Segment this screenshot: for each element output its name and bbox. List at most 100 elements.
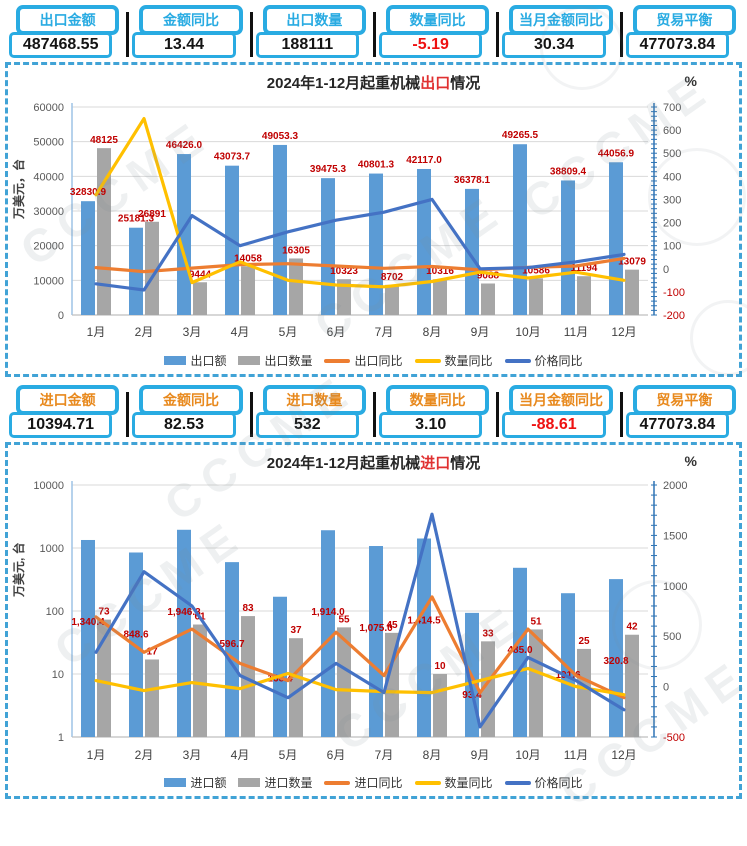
right-axis-tick-label: 2000 (663, 480, 687, 492)
data-label: 1,075.0 (359, 623, 393, 634)
import-title-prefix: 2024年1-12月起重机械 (266, 455, 421, 472)
bar-出口额 (609, 162, 623, 315)
bar-进口额 (561, 593, 575, 737)
export-chart-legend: 出口额 出口数量 出口同比 数量同比 价格同比 (8, 352, 739, 369)
export-chart-panel: 2024年1-12月起重机械出口情况 % 0 10000 20000 30000 400… (5, 62, 742, 377)
kpi-value: 10394.71 (9, 412, 113, 438)
data-label: 9444 (189, 269, 212, 280)
data-label: 48125 (90, 135, 118, 146)
left-axis-title: 万美元，台 (11, 159, 26, 220)
data-label: 1,946.3 (167, 607, 201, 618)
left-axis-tick-label: 100 (46, 606, 64, 618)
import-title-suffix: 情况 (450, 455, 481, 472)
line-价格同比 (94, 512, 626, 729)
legend-line-swatch (414, 780, 441, 785)
data-label: 596.7 (219, 639, 244, 650)
legend-label: 价格同比 (534, 776, 583, 790)
import-kpis-box-5: 贸易平衡 477073.84 (625, 385, 738, 438)
legend-label: 进口同比 (354, 776, 403, 790)
legend-item-进口同比: 进口同比 (324, 774, 403, 791)
data-label: 26891 (138, 209, 166, 220)
legend-bar-swatch (164, 356, 187, 365)
import-kpi-row: 进口金额 10394.71 金额同比 82.53 进口数量 532 数量同比 3.10 当月金额… (0, 380, 747, 441)
x-axis-label: 10月 (515, 325, 540, 339)
kpi-label: 贸易平衡 (632, 385, 736, 415)
left-axis-tick-label: 60000 (33, 102, 64, 114)
legend-bar-swatch (164, 778, 187, 787)
left-axis-tick-label: 40000 (33, 171, 64, 183)
bar-出口数量 (481, 283, 495, 315)
import-right-axis-title: % (684, 453, 697, 469)
bar-进口数量 (193, 624, 207, 737)
left-axis-title: 万美元, 台 (11, 542, 26, 598)
kpi-value: 13.44 (132, 32, 236, 58)
right-axis-tick-label: 100 (663, 241, 681, 253)
kpi-label: 金额同比 (139, 385, 243, 415)
data-label: 17 (146, 646, 158, 657)
left-axis-tick-label: 20000 (33, 241, 64, 253)
x-axis-label: 8月 (423, 748, 442, 762)
right-axis-tick-label: 700 (663, 102, 681, 114)
kpi-label: 出口数量 (262, 5, 366, 35)
import-kpis-box-0: 进口金额 10394.71 (9, 385, 130, 438)
data-label: 49053.3 (262, 131, 299, 142)
import-kpis-box-3: 数量同比 3.10 (379, 385, 500, 438)
x-axis-label: 4月 (231, 325, 250, 339)
data-label: 37 (290, 625, 302, 636)
x-axis-label: 12月 (611, 325, 636, 339)
kpi-label: 当月金额同比 (509, 385, 613, 415)
bar-出口数量 (385, 284, 399, 315)
right-axis-tick-label: 200 (663, 218, 681, 230)
bar-进口额 (609, 579, 623, 737)
legend-label: 进口数量 (264, 776, 313, 790)
legend-bar-swatch (238, 356, 261, 365)
export-kpi-row: 出口金额 487468.55 金额同比 13.44 出口数量 188111 数量同比 -5.1… (0, 0, 747, 61)
bar-进口数量 (97, 619, 111, 737)
bar-出口额 (81, 201, 95, 315)
legend-label: 出口同比 (354, 354, 403, 368)
bar-出口额 (417, 168, 431, 315)
x-axis-label: 10月 (515, 748, 540, 762)
x-axis-label: 3月 (183, 748, 202, 762)
data-label: 55 (338, 614, 350, 625)
left-axis-tick-label: 1 (58, 732, 64, 744)
right-axis-tick-label: -500 (663, 732, 685, 744)
x-axis-label: 5月 (279, 325, 298, 339)
import-chart-panel: 2024年1-12月起重机械进口情况 % 1 10 100 1000 10000 -500… (5, 442, 742, 799)
x-axis-label: 11月 (564, 325, 588, 339)
right-axis-tick-label: -200 (663, 310, 685, 322)
import-chart-legend: 进口额 进口数量 进口同比 数量同比 价格同比 (8, 774, 739, 791)
bar-进口数量 (625, 634, 639, 737)
data-label: 16305 (282, 245, 310, 256)
x-axis-label: 1月 (87, 748, 106, 762)
export-kpis-box-3: 数量同比 -5.19 (379, 5, 500, 58)
legend-label: 出口数量 (264, 354, 313, 368)
kpi-label: 金额同比 (139, 5, 243, 35)
kpi-value: 477073.84 (625, 412, 729, 438)
data-label: 11194 (571, 263, 598, 274)
kpi-value: 188111 (255, 32, 359, 58)
data-label: 73 (98, 607, 110, 618)
bar-出口数量 (337, 279, 351, 315)
right-axis-tick-label: 300 (663, 194, 681, 206)
legend-item-数量同比: 数量同比 (414, 352, 493, 369)
data-label: 1,340.4 (71, 617, 105, 628)
export-title-suffix: 情况 (450, 75, 481, 92)
kpi-value: 487468.55 (9, 32, 113, 58)
bar-出口额 (177, 154, 191, 315)
kpi-value: 532 (255, 412, 359, 438)
data-label: 25 (578, 636, 590, 647)
legend-label: 出口额 (190, 354, 227, 368)
legend-item-价格同比: 价格同比 (504, 774, 583, 791)
bar-出口数量 (433, 279, 447, 315)
bar-进口额 (513, 567, 527, 737)
bar-进口数量 (577, 648, 591, 737)
x-axis-label: 3月 (183, 325, 202, 339)
data-label: 32830.9 (70, 187, 107, 198)
export-kpis-box-1: 金额同比 13.44 (132, 5, 254, 58)
export-kpis-box-5: 贸易平衡 477073.84 (625, 5, 738, 58)
data-label: 40801.3 (358, 160, 395, 171)
x-axis-label: 11月 (564, 748, 588, 762)
data-label: 848.6 (123, 629, 148, 640)
bar-进口数量 (481, 641, 495, 737)
